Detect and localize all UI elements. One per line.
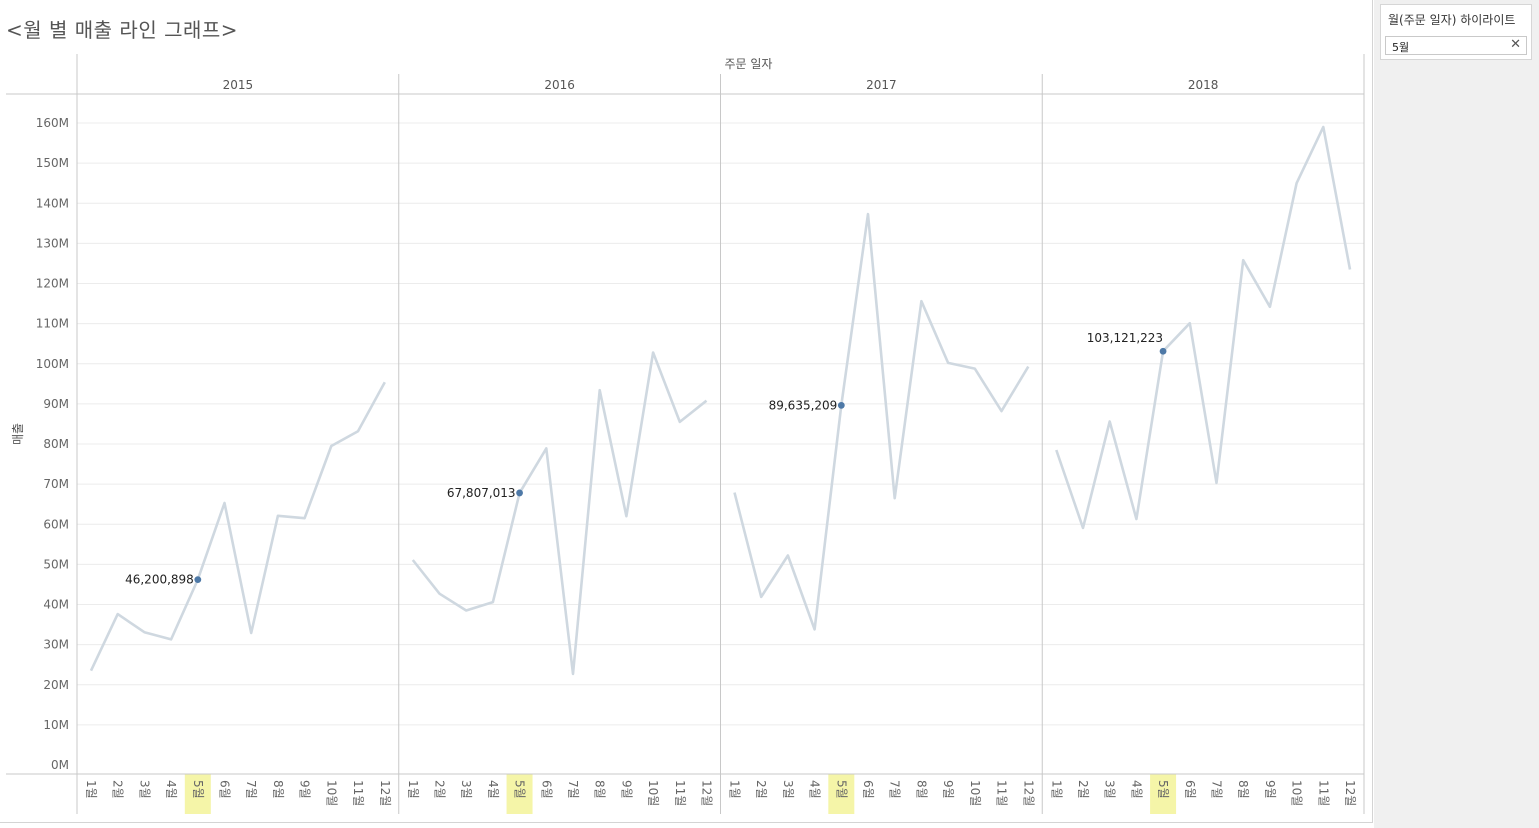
- month-tick-label: 2월: [1076, 780, 1090, 799]
- highlight-point-2015: [194, 576, 202, 584]
- month-tick-label: 11월: [673, 780, 687, 806]
- highlight-band: [828, 774, 855, 814]
- highlight-input[interactable]: 5월 ✕: [1385, 36, 1527, 55]
- month-tick-label: 4월: [486, 780, 500, 799]
- y-tick-label: 110M: [36, 317, 69, 331]
- month-tick-label: 2월: [111, 780, 125, 799]
- month-tick-label: 9월: [298, 780, 312, 799]
- highlight-band: [506, 774, 533, 814]
- month-tick-label: 6월: [1183, 780, 1197, 799]
- month-tick-label: 8월: [1236, 780, 1250, 799]
- series-line-2018: [1055, 125, 1352, 530]
- year-header-2016: 2016: [544, 78, 575, 92]
- month-tick-label: 1월: [84, 780, 98, 799]
- y-tick-label: 0M: [51, 758, 69, 772]
- month-tick-label: 2월: [754, 780, 768, 799]
- close-icon[interactable]: ✕: [1510, 37, 1521, 52]
- data-label-2015: 46,200,898: [125, 573, 194, 587]
- series-line-2016: [411, 351, 708, 676]
- month-tick-label: 8월: [271, 780, 285, 799]
- worksheet: <월 별 매출 라인 그래프>: [0, 0, 1373, 823]
- month-tick-label: 5월: [1156, 780, 1170, 799]
- month-tick-label: 11월: [351, 780, 365, 806]
- month-tick-label: 7월: [566, 780, 580, 799]
- month-tick-label: 11월: [1316, 780, 1330, 806]
- y-tick-label: 50M: [43, 557, 69, 571]
- y-tick-label: 70M: [43, 477, 69, 491]
- month-tick-label: 3월: [781, 780, 795, 799]
- y-tick-label: 100M: [36, 357, 69, 371]
- month-tick-label: 12월: [700, 780, 714, 806]
- highlight-card: 월(주문 일자) 하이라이트 5월 ✕: [1380, 4, 1532, 60]
- month-tick-label: 9월: [1263, 780, 1277, 799]
- y-tick-label: 80M: [43, 437, 69, 451]
- month-tick-label: 6월: [861, 780, 875, 799]
- year-header-2015: 2015: [223, 78, 254, 92]
- month-tick-label: 12월: [1343, 780, 1357, 806]
- month-tick-label: 1월: [1049, 780, 1063, 799]
- y-axis-label: 매출: [11, 423, 25, 445]
- highlight-point-2018: [1159, 347, 1167, 355]
- month-tick-label: 12월: [378, 780, 392, 806]
- highlight-point-2017: [837, 401, 845, 409]
- month-tick-label: 3월: [137, 780, 151, 799]
- highlight-point-2016: [516, 489, 523, 497]
- right-pane: [1374, 0, 1539, 828]
- y-tick-label: 130M: [36, 236, 69, 250]
- highlight-value: 5월: [1392, 41, 1410, 54]
- month-tick-label: 5월: [191, 780, 205, 799]
- data-label-2018: 103,121,223: [1087, 331, 1163, 345]
- data-label-2017: 89,635,209: [769, 398, 838, 412]
- month-tick-label: 8월: [593, 780, 607, 799]
- month-tick-label: 9월: [619, 780, 633, 799]
- month-tick-label: 2월: [432, 780, 446, 799]
- year-header-2017: 2017: [866, 78, 897, 92]
- y-tick-label: 60M: [43, 517, 69, 531]
- y-tick-label: 150M: [36, 156, 69, 170]
- month-tick-label: 6월: [539, 780, 553, 799]
- month-tick-label: 3월: [1103, 780, 1117, 799]
- month-tick-label: 8월: [914, 780, 928, 799]
- line-chart: 46,200,898 67,807,013 89,635,209 103,121,22…: [6, 54, 1365, 814]
- highlight-band: [184, 774, 211, 814]
- month-tick-label: 10월: [968, 780, 982, 806]
- month-tick-label: 11월: [995, 780, 1009, 806]
- month-tick-label: 7월: [1209, 780, 1223, 799]
- month-tick-label: 5월: [834, 780, 848, 799]
- column-header: 주문 일자: [725, 57, 773, 71]
- month-tick-label: 10월: [1290, 780, 1304, 806]
- y-tick-label: 20M: [43, 678, 69, 692]
- month-tick-label: 4월: [1129, 780, 1143, 799]
- series-line-2015: [89, 381, 386, 672]
- month-tick-label: 5월: [513, 780, 527, 799]
- y-tick-label: 140M: [36, 196, 69, 210]
- chart-title: <월 별 매출 라인 그래프>: [6, 18, 239, 42]
- data-label-2016: 67,807,013: [447, 486, 516, 500]
- year-header-2018: 2018: [1188, 78, 1219, 92]
- y-tick-label: 90M: [43, 397, 69, 411]
- month-tick-label: 9월: [941, 780, 955, 799]
- month-tick-label: 10월: [646, 780, 660, 806]
- highlight-title: 월(주문 일자) 하이라이트: [1388, 13, 1516, 27]
- highlight-band: [1150, 774, 1177, 814]
- series-line-2017: [733, 212, 1030, 631]
- month-tick-label: 6월: [218, 780, 232, 799]
- y-tick-label: 10M: [43, 718, 69, 732]
- month-tick-label: 7월: [244, 780, 258, 799]
- month-tick-label: 1월: [406, 780, 420, 799]
- y-tick-label: 160M: [36, 116, 69, 130]
- y-tick-label: 40M: [43, 598, 69, 612]
- y-tick-label: 30M: [43, 638, 69, 652]
- month-tick-label: 7월: [888, 780, 902, 799]
- month-tick-label: 12월: [1021, 780, 1035, 806]
- y-tick-label: 120M: [36, 277, 69, 291]
- month-tick-label: 4월: [164, 780, 178, 799]
- month-tick-label: 3월: [459, 780, 473, 799]
- month-tick-label: 4월: [808, 780, 822, 799]
- month-tick-label: 1월: [728, 780, 742, 799]
- month-tick-label: 10월: [324, 780, 338, 806]
